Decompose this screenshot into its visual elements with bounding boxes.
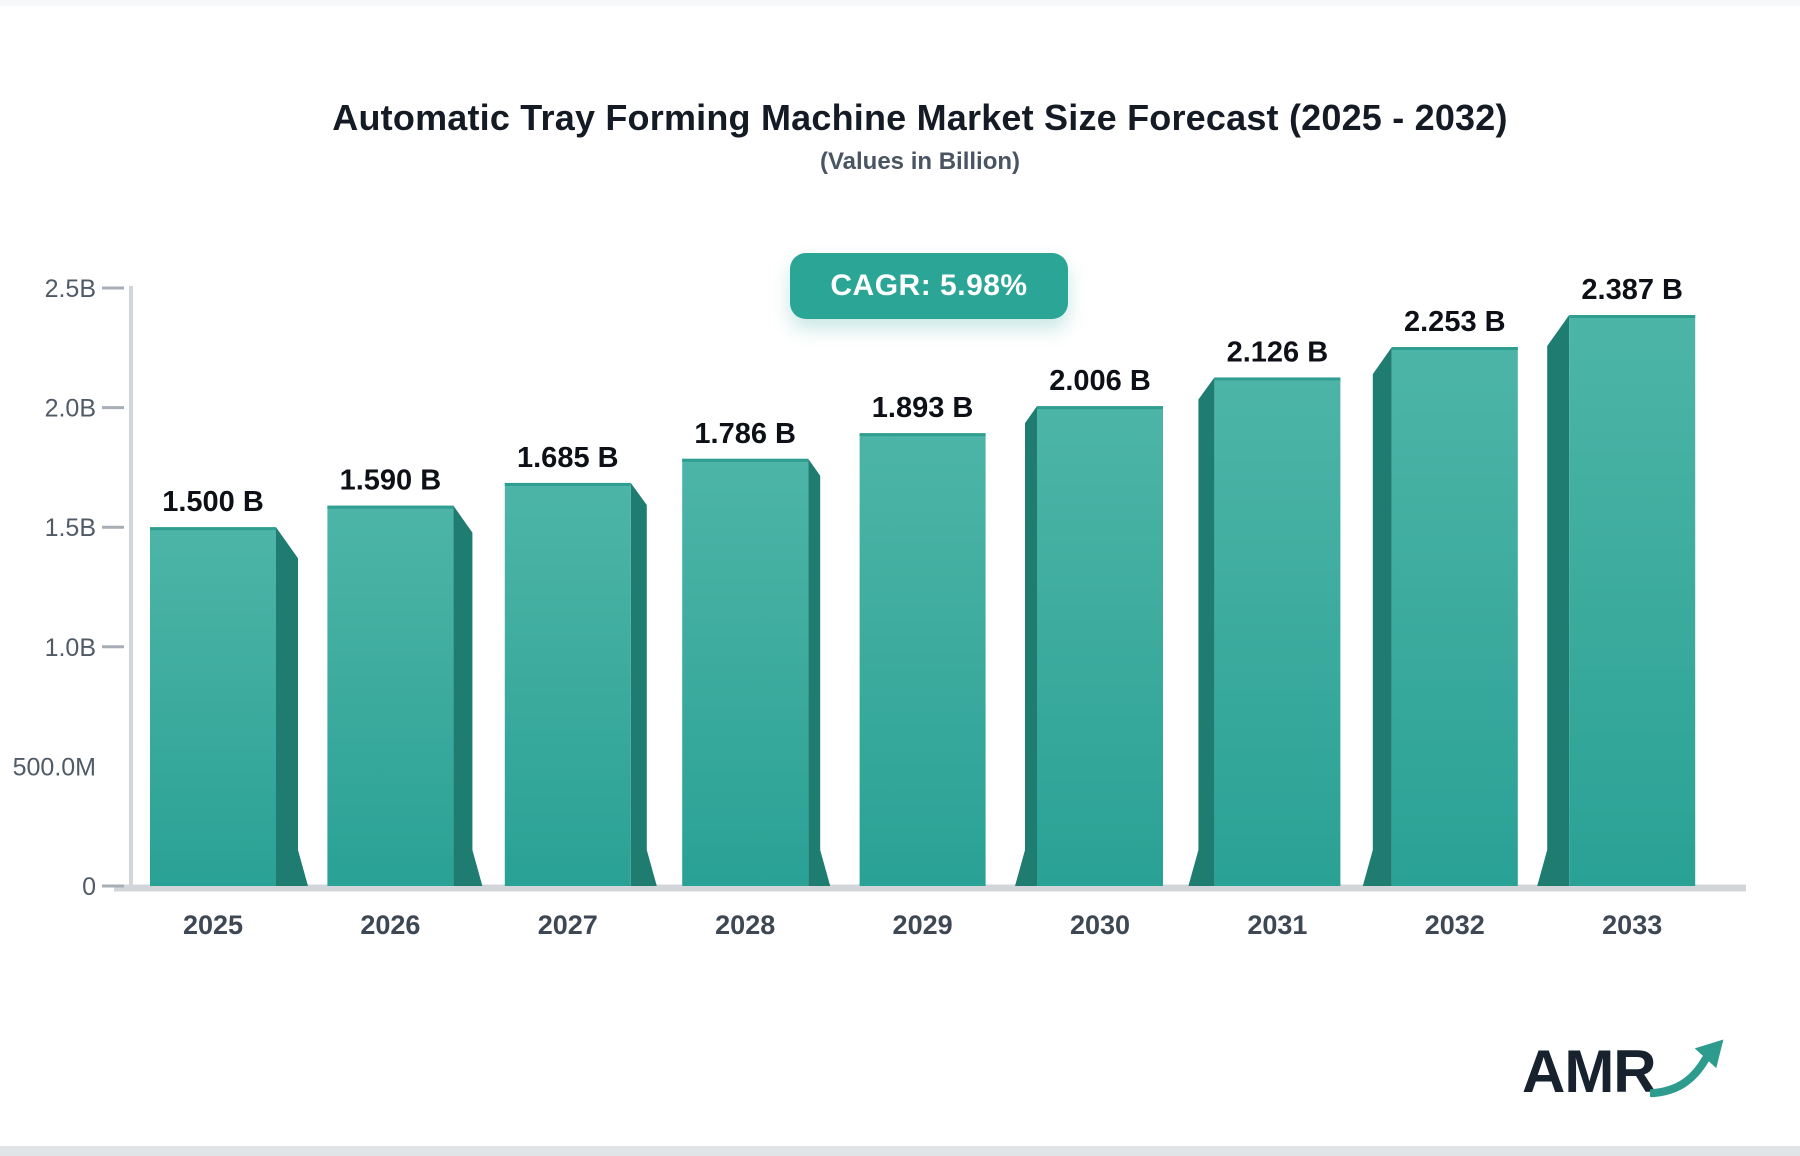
x-tick-label: 2031 [1247,910,1307,940]
y-tick-label: 0 [82,873,96,901]
bar-value-label: 1.685 B [517,442,619,474]
x-tick-label: 2030 [1070,910,1130,940]
bottom-strip [0,1146,1800,1156]
bar-face [1214,377,1341,886]
bar-side-face [1188,377,1215,886]
bar-side-face [1362,347,1392,886]
y-tick-label: 1.0B [45,634,96,662]
bar-value-label: 2.006 B [1049,365,1151,397]
bar-top-edge [150,527,276,531]
bar-value-label: 1.786 B [694,418,796,450]
bar-side-face [453,505,483,886]
bar-face [327,505,454,886]
bar-face [1569,315,1696,886]
bar-face [1391,347,1518,886]
y-tick-label: 2.0B [45,395,96,423]
x-tick-label: 2027 [538,910,598,940]
bar-face [1037,406,1163,886]
bar-side-face [1015,406,1037,886]
bar-value-label: 1.500 B [162,486,264,518]
x-tick-label: 2029 [893,910,953,940]
chart-subtitle: (Values in Billion) [819,148,1021,175]
y-tick-label: 500.0M [13,753,96,781]
bar-face [859,433,986,886]
bar-top-edge [327,505,454,509]
chart-title: Automatic Tray Forming Machine Market Si… [332,97,1508,138]
bar-top-edge [1569,315,1696,319]
x-tick-label: 2032 [1425,910,1485,940]
bar-top-edge [1037,406,1163,410]
bar-side-face [808,458,831,886]
bar-top-edge [859,433,986,437]
x-tick-label: 2033 [1602,910,1662,940]
y-tick-label: 2.5B [45,275,96,303]
amr-logo: AMR [1522,1032,1732,1112]
bar-top-edge [682,458,809,462]
bar-top-edge [1391,347,1518,351]
bar-top-edge [504,482,631,486]
bar-value-label: 2.126 B [1227,336,1329,368]
growth-arrow-icon [1649,1039,1724,1098]
bar-side-face [630,482,657,886]
bar-value-label: 1.893 B [872,392,974,424]
bar-value-label: 2.387 B [1581,274,1683,306]
cagr-badge: CAGR: 5.98% [790,253,1068,319]
bar-side-face [276,527,308,886]
x-tick-label: 2026 [360,910,420,940]
y-tick-label: 1.5B [45,514,96,542]
bar-face [150,527,276,886]
bar-side-face [1537,315,1570,886]
bar-top-edge [1214,377,1341,381]
x-tick-label: 2025 [183,910,243,940]
bar-value-label: 2.253 B [1404,306,1506,338]
bar-face [504,482,631,886]
top-strip [0,0,1800,6]
plot-area: 2.5B 2.0B 1.5B 1.0B 500.0M 0 1.500 B 2025 1.590 … [13,274,1746,940]
x-tick-label: 2028 [715,910,775,940]
bar-face [682,458,809,886]
bar-value-label: 1.590 B [340,465,442,497]
amr-logo-text: AMR [1522,1038,1657,1105]
